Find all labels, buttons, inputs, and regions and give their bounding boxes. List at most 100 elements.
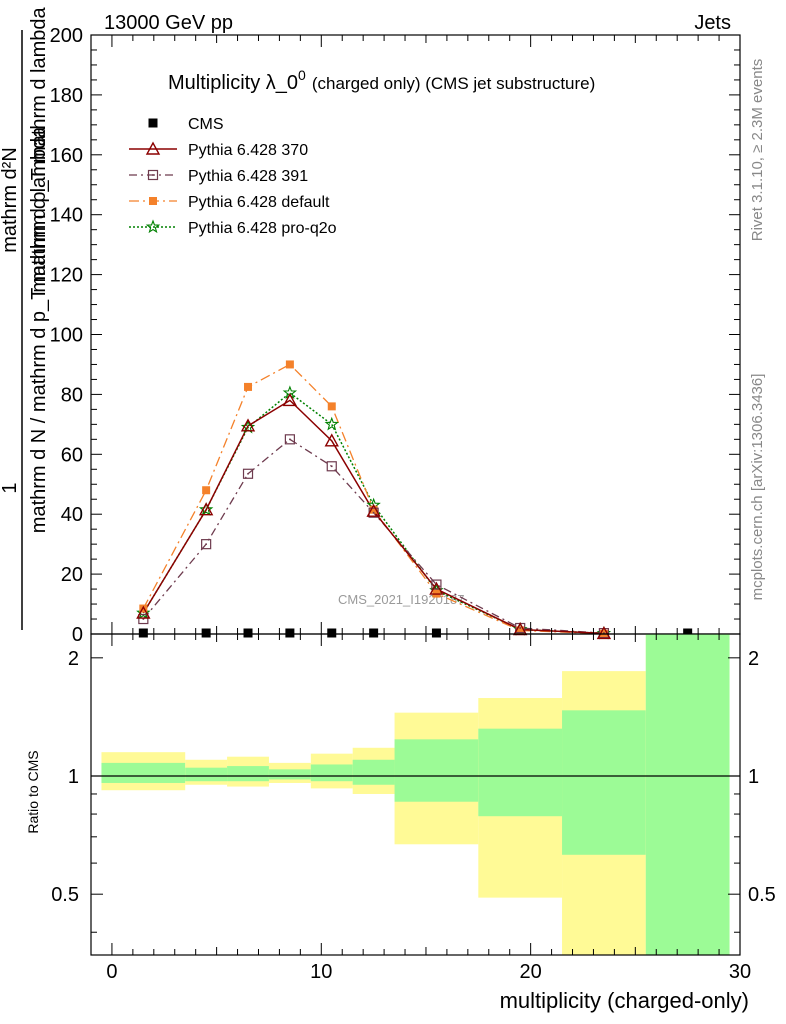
series-point-370-3 [282, 392, 298, 407]
ratio-axes: 0.5 0.51 12 20 10 20 30 [51, 633, 776, 983]
main-markers [136, 360, 693, 640]
ratio-ytick-label-right-2: 2 [748, 648, 759, 670]
series-point-391-3 [284, 434, 295, 445]
ratio-band-inner-4 [310, 764, 353, 782]
ratio-band-inner-3 [268, 769, 311, 780]
ratio-frame [90, 633, 741, 956]
series-point-proq2o-1 [198, 502, 214, 516]
legend-marker-default [149, 197, 157, 205]
main-axes: 0 20 40 60 80 100 120 140 160 180 200 [50, 25, 741, 646]
series-point-data-1 [201, 628, 211, 638]
legend-label-default: Pythia 6.428 default [188, 194, 330, 211]
legend-marker-391-outline [147, 169, 159, 181]
legend-label-370: Pythia 6.428 370 [188, 142, 308, 159]
main-ytick-label-0: 0 [72, 624, 83, 646]
ratio-band-inner-1 [185, 767, 228, 782]
series-point-data-5 [369, 628, 379, 638]
main-title-rest: (charged only) (CMS jet substructure) [312, 74, 595, 93]
ratio-panel: 0.5 0.51 12 20 10 20 30 Ratio to CMS multiplic… [25, 633, 776, 1013]
legend-item-391: Pythia 6.428 391 [129, 168, 308, 185]
series-point-391-6 [431, 579, 442, 590]
ratio-ytick-label-left-1: 1 [68, 766, 79, 788]
xtick-label-0: 0 [106, 961, 117, 983]
series-point-370-0 [136, 605, 151, 619]
series-point-391-4-outline [326, 461, 337, 472]
ratio-ytick-label-right-0.5: 0.5 [748, 884, 776, 906]
main-panel: Multiplicity λ_00 (charged only) (CMS jet… [50, 25, 741, 646]
ratio-y-label: Ratio to CMS [25, 750, 41, 833]
xtick-label-20: 20 [520, 961, 542, 983]
series-point-391-0-outline [138, 613, 149, 625]
legend-label-data: CMS [188, 116, 224, 133]
series-point-data-4 [327, 628, 337, 638]
series-point-default-5 [369, 505, 378, 514]
series-point-proq2o-4 [324, 416, 339, 431]
series-point-370-1 [198, 502, 214, 516]
legend: CMS Pythia 6.428 370 Pythia 6.428 391 Pythi… [129, 116, 337, 237]
ratio-band-inner-6 [394, 739, 479, 802]
main-y-label-inner-denominator: mathrm d p_T mathrm d lambda [28, 6, 50, 292]
main-ytick-label-40: 40 [61, 504, 83, 526]
main-title-superscript: 0 [298, 67, 306, 83]
series-line-370 [142, 399, 604, 635]
series-point-370-4 [324, 433, 339, 447]
series-point-370-2 [240, 418, 256, 432]
series-point-data-3 [285, 628, 295, 638]
series-point-391-3-outline [284, 434, 295, 445]
series-point-default-4 [327, 402, 336, 411]
main-y-label: 1 mathrm d N / mathrm d p_T mathrm d lam… [0, 30, 50, 630]
series-point-370-6 [429, 581, 444, 595]
series-point-default-0 [139, 604, 148, 613]
main-ytick-label-140: 140 [50, 205, 83, 227]
series-point-370-8 [596, 625, 612, 640]
legend-label-391: Pythia 6.428 391 [188, 168, 308, 185]
series-point-391-5-dot [372, 511, 375, 514]
series-point-data-2 [243, 628, 253, 638]
main-y-label-inner: mathrm d²N mathrm d p_T mathrm d lambda [0, 6, 50, 292]
series-point-391-1 [201, 539, 212, 550]
xtick-label-30: 30 [729, 961, 751, 983]
legend-marker-391 [147, 169, 159, 181]
legend-item-default: Pythia 6.428 default [129, 194, 330, 211]
series-point-default-1 [202, 486, 211, 495]
legend-label-proq2o: Pythia 6.428 pro-q2o [188, 220, 337, 237]
xtick-label-10: 10 [310, 961, 332, 983]
ratio-ytick-label-right-1: 1 [748, 766, 759, 788]
main-ytick-label-20: 20 [61, 564, 83, 586]
series-point-391-8-dot [603, 632, 605, 634]
series-point-391-6-outline [431, 579, 442, 590]
header-right: Jets [694, 12, 731, 34]
main-ytick-label-100: 100 [50, 325, 83, 347]
main-y-label-denominator: mathrm d N / mathrm d p_T mathrm d lambd… [28, 126, 50, 533]
mcplots-label: mcplots.cern.ch [arXiv:1306.3436] [749, 374, 766, 601]
series-point-default-3 [285, 360, 294, 369]
ratio-band-inner-7 [478, 728, 563, 817]
series-point-default-7 [516, 626, 525, 635]
ratio-band-inner-5 [352, 759, 395, 785]
series-point-data-6 [431, 628, 441, 638]
main-ytick-label-60: 60 [61, 444, 83, 466]
series-point-proq2o-2 [240, 419, 256, 434]
legend-marker-370 [145, 141, 161, 155]
main-ytick-label-160: 160 [50, 145, 83, 167]
main-y-label-numerator: 1 [0, 482, 21, 493]
series-point-data-7 [683, 628, 693, 638]
series-point-391-0 [138, 613, 149, 625]
x-axis-label: multiplicity (charged-only) [500, 988, 749, 1013]
series-point-391-7-dot [519, 627, 521, 629]
series-point-391-0-dot [142, 618, 145, 620]
series-point-391-2-dot [247, 472, 249, 475]
legend-item-data: CMS [148, 116, 224, 133]
series-line-default [142, 363, 604, 635]
rivet-version-label: Rivet 3.1.10, ≥ 2.3M events [749, 59, 766, 242]
ratio-band-inner-0 [101, 762, 186, 783]
series-point-default-2 [244, 382, 253, 391]
series-point-391-2 [242, 468, 254, 479]
ratio-band-inner-2 [227, 766, 269, 782]
legend-marker-data [148, 118, 158, 128]
ratio-band-inner-9 [645, 634, 730, 955]
legend-marker-391-dot [152, 174, 154, 176]
series-point-391-1-dot [205, 543, 207, 545]
main-title-text: Multiplicity λ_0 [168, 72, 298, 94]
ratio-ytick-label-left-0.5: 0.5 [51, 884, 79, 906]
